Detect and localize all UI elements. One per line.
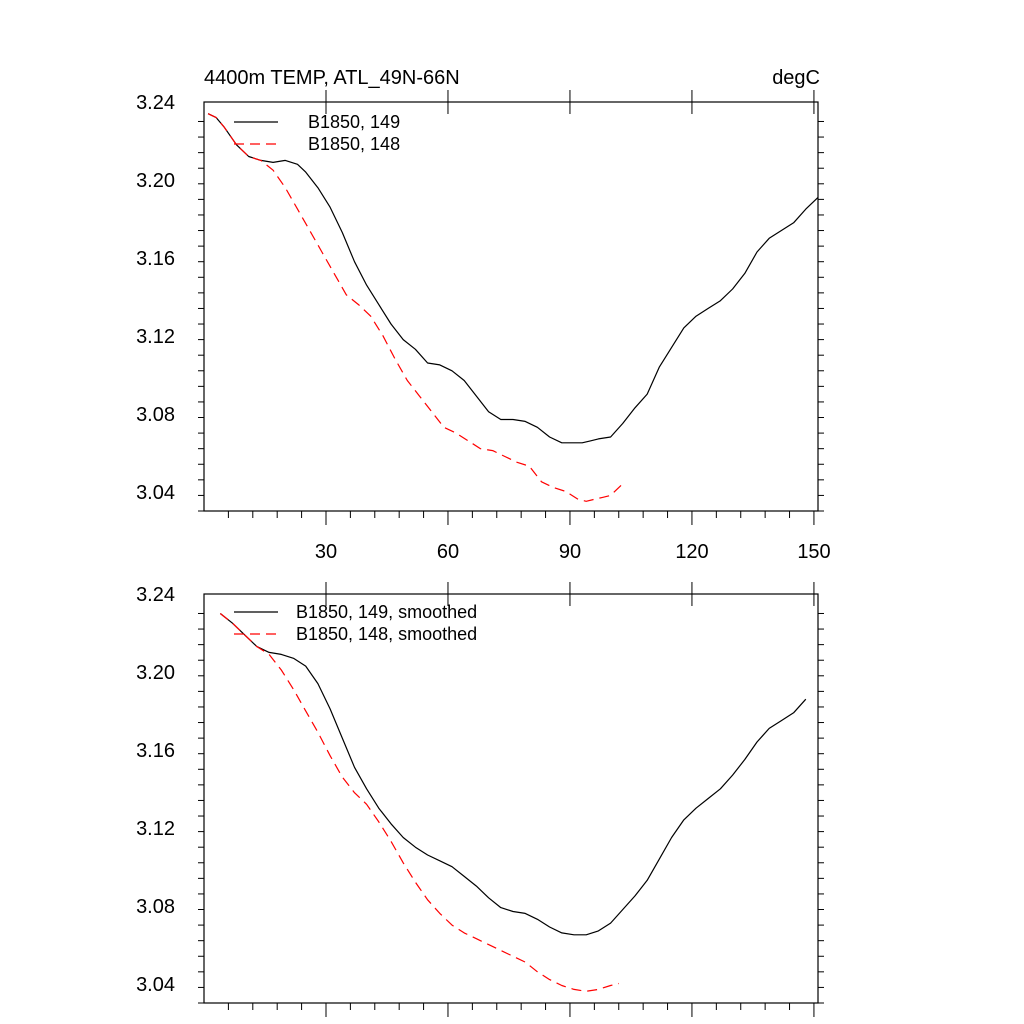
series-line bbox=[219, 613, 807, 936]
legend: B1850, 149, smoothed B1850, 148, smoothe… bbox=[234, 602, 477, 644]
y-tick-label: 3.04 bbox=[136, 974, 175, 996]
y-tick-label: 3.20 bbox=[136, 170, 175, 192]
legend: B1850, 149 B1850, 148 bbox=[234, 112, 400, 154]
y-tick-label: 3.12 bbox=[136, 326, 175, 348]
y-tick-label: 3.08 bbox=[136, 404, 175, 426]
series-line bbox=[219, 613, 619, 992]
x-tick-label: 150 bbox=[797, 541, 830, 563]
y-tick-label: 3.16 bbox=[136, 248, 175, 270]
legend-label: B1850, 148, smoothed bbox=[296, 624, 477, 644]
y-tick-label: 3.08 bbox=[136, 896, 175, 918]
legend-label: B1850, 148 bbox=[308, 134, 400, 154]
panel-top: 4400m TEMP, ATL_49N-66N degC 3.04 3.08 3… bbox=[136, 67, 831, 563]
chart-title-right: degC bbox=[772, 67, 820, 89]
series-line bbox=[207, 113, 624, 502]
y-tick-label: 3.24 bbox=[136, 92, 175, 114]
x-tick-label: 60 bbox=[437, 541, 459, 563]
y-tick-label: 3.04 bbox=[136, 482, 175, 504]
panel-bottom: 3.04 3.08 3.12 3.16 3.20 3.24 B1850, 149… bbox=[136, 582, 824, 1017]
x-tick-label: 30 bbox=[315, 541, 337, 563]
plot-frame bbox=[203, 101, 819, 512]
axis-ticks bbox=[198, 582, 824, 1017]
series-line bbox=[207, 113, 819, 444]
legend-label: B1850, 149 bbox=[308, 112, 400, 132]
y-tick-label: 3.20 bbox=[136, 662, 175, 684]
y-tick-label: 3.16 bbox=[136, 740, 175, 762]
y-tick-label: 3.24 bbox=[136, 584, 175, 606]
axis-ticks bbox=[198, 90, 824, 525]
legend-label: B1850, 149, smoothed bbox=[296, 602, 477, 622]
plot-lines bbox=[207, 113, 819, 502]
y-tick-label: 3.12 bbox=[136, 818, 175, 840]
plot-frame bbox=[203, 593, 819, 1004]
x-tick-label: 90 bbox=[559, 541, 581, 563]
plot-lines bbox=[219, 613, 807, 992]
x-tick-label: 120 bbox=[675, 541, 708, 563]
chart-title-left: 4400m TEMP, ATL_49N-66N bbox=[204, 67, 460, 89]
